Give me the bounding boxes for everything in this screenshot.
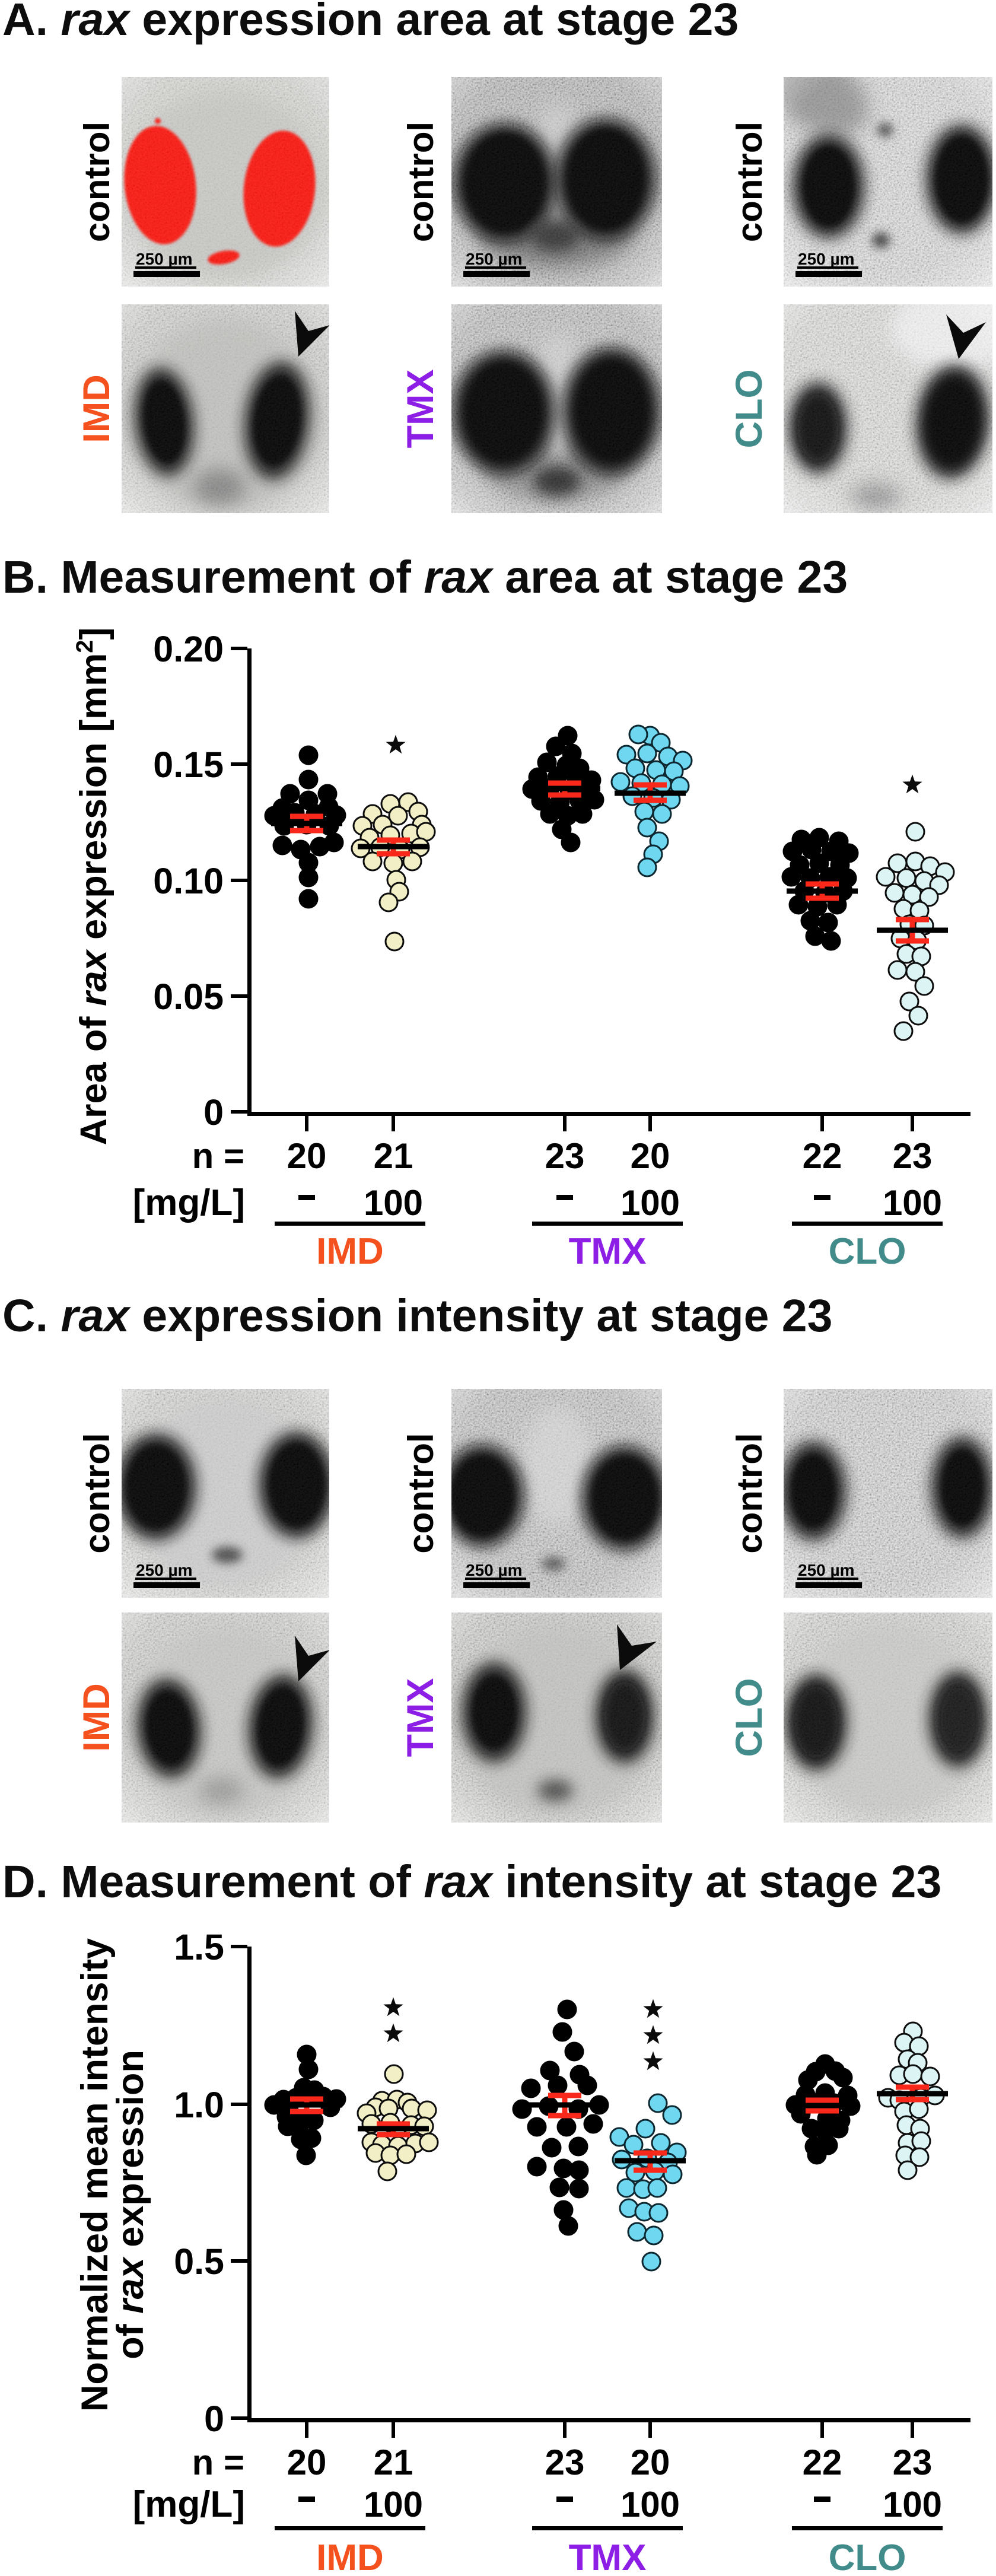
svg-text:control: control	[730, 1433, 769, 1553]
svg-text:TMX: TMX	[400, 370, 441, 449]
svg-text:23: 23	[893, 1136, 933, 1176]
svg-text:D. Measurement of rax intensit: D. Measurement of rax intensity at stage…	[2, 1856, 941, 1907]
svg-text:C. rax expression intensity at: C. rax expression intensity at stage 23	[2, 1290, 832, 1341]
svg-text:control: control	[77, 122, 117, 242]
svg-text:CLO: CLO	[829, 1231, 906, 1272]
svg-text:100: 100	[883, 2485, 942, 2524]
svg-text:22: 22	[803, 1136, 842, 1176]
svg-text:250 µm: 250 µm	[798, 1561, 855, 1579]
svg-text:Area of rax expression [mm2]: Area of rax expression [mm2]	[72, 627, 114, 1145]
svg-text:0.05: 0.05	[153, 977, 224, 1017]
svg-text:21: 21	[374, 1136, 413, 1176]
svg-text:IMD: IMD	[76, 374, 117, 443]
svg-text:20: 20	[287, 1136, 327, 1176]
svg-text:[mg/L]: [mg/L]	[133, 2484, 245, 2525]
svg-text:A. rax expression area at stag: A. rax expression area at stage 23	[2, 0, 739, 45]
svg-text:TMX: TMX	[569, 1231, 647, 1272]
svg-text:100: 100	[620, 2485, 680, 2524]
svg-text:0.20: 0.20	[153, 629, 224, 669]
svg-text:TMX: TMX	[569, 2537, 647, 2573]
svg-text:IMD: IMD	[316, 1231, 384, 1272]
svg-text:n =: n =	[192, 1136, 244, 1176]
svg-text:control: control	[730, 122, 769, 242]
svg-text:0: 0	[203, 1092, 224, 1133]
svg-text:control: control	[77, 1433, 117, 1553]
svg-text:1.0: 1.0	[174, 2085, 224, 2125]
svg-text:IMD: IMD	[316, 2537, 384, 2573]
svg-text:100: 100	[883, 1183, 942, 1223]
svg-text:1.5: 1.5	[174, 1927, 224, 1967]
svg-text:Normalized mean intensity: Normalized mean intensity	[74, 1938, 116, 2412]
svg-text:23: 23	[893, 2443, 933, 2482]
svg-text:20: 20	[631, 2443, 670, 2482]
svg-text:0.10: 0.10	[153, 861, 224, 901]
svg-text:100: 100	[364, 1183, 423, 1223]
svg-text:TMX: TMX	[400, 1678, 441, 1757]
svg-text:n =: n =	[192, 2443, 244, 2482]
svg-text:100: 100	[620, 1183, 680, 1223]
svg-text:0.15: 0.15	[153, 745, 224, 785]
svg-text:control: control	[401, 1433, 441, 1553]
svg-text:20: 20	[287, 2443, 327, 2482]
svg-text:250 µm: 250 µm	[466, 1561, 523, 1579]
svg-text:of rax expression: of rax expression	[110, 2050, 151, 2359]
svg-text:250 µm: 250 µm	[136, 1561, 193, 1579]
svg-text:100: 100	[364, 2485, 423, 2524]
svg-text:21: 21	[374, 2443, 413, 2482]
svg-text:0.5: 0.5	[174, 2241, 224, 2282]
svg-text:IMD: IMD	[76, 1683, 117, 1751]
svg-text:0: 0	[204, 2399, 224, 2439]
svg-text:250 µm: 250 µm	[466, 250, 523, 268]
svg-text:250 µm: 250 µm	[136, 250, 193, 268]
svg-text:B. Measurement of rax area at: B. Measurement of rax area at stage 23	[2, 552, 848, 603]
svg-text:23: 23	[545, 1136, 585, 1176]
svg-text:control: control	[401, 122, 441, 242]
svg-text:22: 22	[803, 2443, 842, 2482]
svg-text:250 µm: 250 µm	[798, 250, 855, 268]
svg-text:20: 20	[631, 1136, 670, 1176]
svg-text:CLO: CLO	[829, 2537, 906, 2573]
svg-text:CLO: CLO	[728, 1678, 770, 1757]
svg-text:[mg/L]: [mg/L]	[133, 1182, 245, 1223]
svg-text:CLO: CLO	[728, 370, 770, 449]
svg-text:23: 23	[545, 2443, 585, 2482]
